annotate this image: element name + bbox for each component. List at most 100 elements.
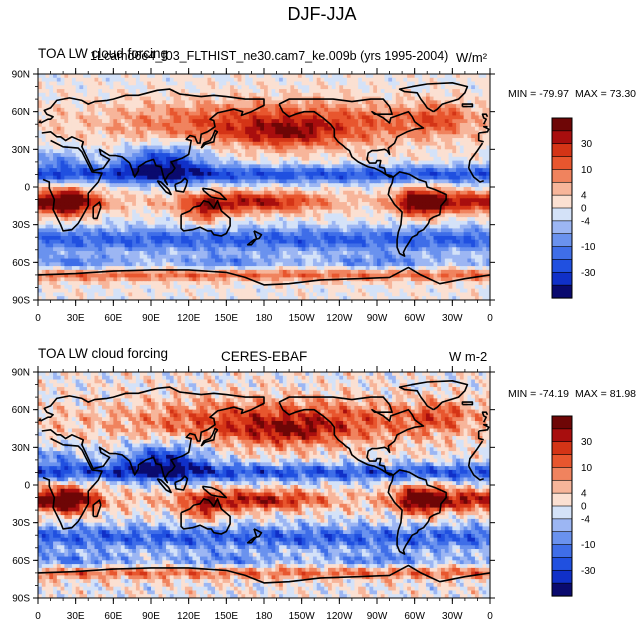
heatmap-cell [237,149,242,154]
heatmap-cell [86,130,92,135]
heatmap-cell [294,81,299,86]
heatmap-cell [328,85,333,90]
heatmap-cell [192,217,197,222]
heatmap-cell [90,190,96,196]
heatmap-cell [151,190,156,196]
heatmap-cell [343,134,348,139]
heatmap-cell [245,190,250,196]
heatmap-cell [425,168,431,173]
heatmap-cell [324,104,329,109]
heatmap-cell [158,168,163,173]
heatmap-cell [226,183,231,188]
heatmap-cell [83,220,88,226]
heatmap-cell [463,168,468,173]
heatmap-cell [128,145,133,150]
heatmap-cell [248,202,254,207]
heatmap-cell [264,89,269,94]
heatmap-cell [207,217,212,222]
heatmap-cell [410,190,416,196]
heatmap-cell [433,175,438,181]
heatmap-cell [199,85,205,90]
heatmap-cell [86,171,92,177]
heatmap-cell [151,171,156,177]
heatmap-cell [346,209,352,214]
heatmap-cell [365,92,371,98]
heatmap-cell [320,122,325,128]
heatmap-cell [429,100,435,105]
heatmap-cell [441,107,446,113]
heatmap-cell [166,217,171,222]
heatmap-cell [425,96,431,101]
heatmap-cell [211,156,216,162]
heatmap-cell [56,107,62,113]
heatmap-cell [162,194,167,199]
heatmap-cell [403,168,408,173]
heatmap-cell [60,198,65,203]
heatmap-cell [361,213,367,218]
heatmap-cell [437,164,442,169]
heatmap-cell [433,194,438,199]
heatmap-cell [478,156,484,162]
heatmap-cell [422,89,427,94]
heatmap-cell [388,220,393,226]
heatmap-cell [102,228,107,233]
heatmap-cell [410,130,416,135]
heatmap-cell [215,220,220,226]
heatmap-cell [215,89,220,94]
heatmap-cell [60,126,65,132]
heatmap-cell [132,81,137,86]
heatmap-cell [452,202,457,207]
heatmap-cell [184,100,190,105]
heatmap-cell [49,179,54,184]
heatmap-cell [154,205,160,211]
heatmap-cell [433,168,438,173]
heatmap-cell [45,89,50,94]
heatmap-cell [384,74,389,79]
heatmap-cell [418,209,423,214]
heatmap-cell [260,179,265,184]
heatmap-cell [422,77,427,83]
heatmap-cell [418,141,423,147]
heatmap-cell [448,122,453,128]
heatmap-cell [294,77,299,83]
heatmap-cell [128,198,133,203]
heatmap-cell [301,141,307,147]
heatmap-cell [425,179,431,184]
heatmap-cell [151,74,156,79]
heatmap-cell [173,119,178,124]
heatmap-cell [162,96,167,101]
heatmap-cell [173,107,178,113]
heatmap-cell [482,141,487,147]
heatmap-cell [226,89,231,94]
heatmap-cell [324,141,329,147]
heatmap-cell [94,156,99,162]
heatmap-cell [128,160,133,165]
heatmap-cell [377,179,382,184]
heatmap-cell [79,198,84,203]
heatmap-cell [380,138,386,143]
heatmap-cell [471,145,476,150]
heatmap-cell [418,224,423,230]
heatmap-cell [422,190,427,196]
heatmap-cell [471,100,476,105]
heatmap-cell [102,134,107,139]
heatmap-cell [38,187,43,192]
heatmap-cell [358,187,363,192]
heatmap-cell [71,111,77,117]
heatmap-cell [86,175,92,181]
heatmap-cell [128,187,133,192]
heatmap-cell [331,183,337,188]
heatmap-cell [173,81,178,86]
heatmap-cell [248,213,254,218]
heatmap-cell [60,209,65,214]
heatmap-cell [158,126,163,132]
heatmap-cell [199,153,205,158]
heatmap-cell [98,119,103,124]
heatmap-cell [113,190,118,196]
heatmap-cell [169,190,175,196]
heatmap-cell [192,156,197,162]
heatmap-cell [86,228,92,233]
heatmap-cell [324,85,329,90]
heatmap-cell [297,198,303,203]
heatmap-cell [256,205,261,211]
